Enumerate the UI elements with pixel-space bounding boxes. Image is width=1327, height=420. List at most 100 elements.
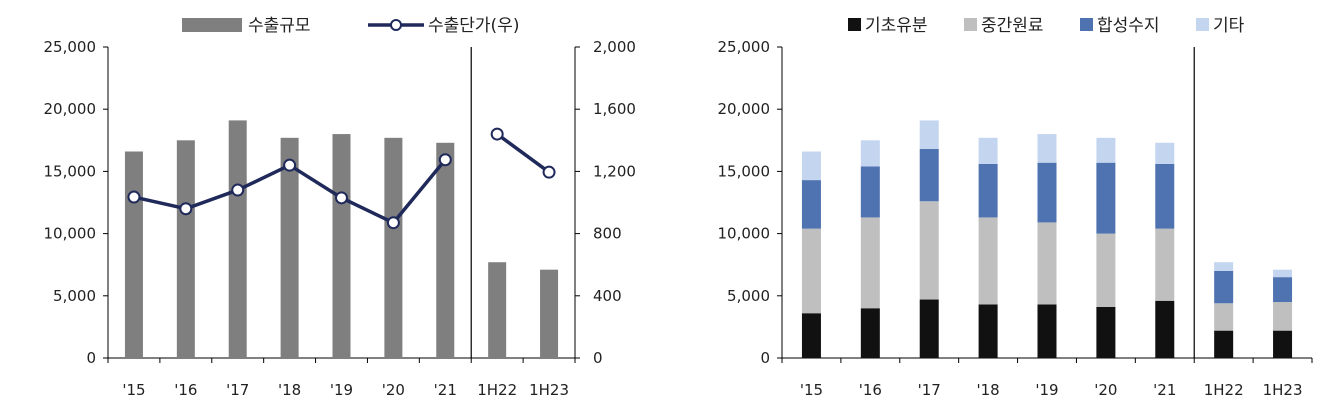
- stacked-bar-segment-1: [978, 217, 998, 305]
- y-tick-label: 0: [760, 349, 770, 367]
- stacked-bar-segment-0: [919, 299, 939, 358]
- x-tick-label: '19: [330, 381, 353, 399]
- stacked-bar-segment-3: [1155, 142, 1175, 164]
- point-export-price: [386, 216, 400, 230]
- stacked-bar-segment-2: [1214, 270, 1234, 304]
- x-tick-label: '20: [382, 381, 405, 399]
- stacked-bar-segment-1: [919, 201, 939, 300]
- stacked-bar-segment-3: [919, 120, 939, 150]
- stacked-bar-segment-1: [1214, 303, 1234, 331]
- x-tick-label: '20: [1094, 381, 1117, 399]
- y-left-tick-label: 25,000: [44, 38, 97, 56]
- y-tick-label: 5,000: [727, 287, 770, 305]
- stacked-bar-segment-0: [1037, 304, 1057, 358]
- legend-label: 기타: [1213, 16, 1245, 36]
- stacked-bar-segment-1: [860, 217, 880, 309]
- stacked-bar-segment-3: [1273, 269, 1293, 278]
- stacked-bar-segment-2: [1155, 163, 1175, 229]
- y-tick-label: 25,000: [718, 38, 771, 56]
- y-left-tick-label: 5,000: [53, 287, 96, 305]
- y-left-tick-label: 10,000: [44, 225, 97, 243]
- x-tick-label: '18: [278, 381, 301, 399]
- x-tick-label: '21: [1153, 381, 1176, 399]
- stacked-bar-segment-1: [801, 228, 821, 314]
- y-left-tick-label: 15,000: [44, 162, 97, 180]
- x-tick-label: 1H23: [1263, 381, 1303, 399]
- bar-export-volume: [540, 269, 559, 358]
- bar-export-volume: [384, 137, 403, 358]
- x-tick-label: '15: [800, 381, 823, 399]
- y-left-tick-label: 20,000: [44, 100, 97, 118]
- legend-label: 기초유분: [865, 16, 928, 36]
- stacked-bar-segment-1: [1155, 228, 1175, 301]
- point-export-price: [231, 183, 245, 197]
- legend-label: 중간원료: [981, 16, 1044, 36]
- point-export-price: [335, 191, 348, 205]
- y-right-tick-label: 0: [593, 349, 603, 367]
- point-export-price: [179, 202, 193, 216]
- bar-export-volume: [436, 142, 455, 358]
- point-export-price: [490, 127, 504, 141]
- stacked-bar-segment-3: [1214, 262, 1234, 271]
- legend-swatch-bar: [182, 18, 242, 32]
- stacked-bar-segment-0: [1273, 330, 1293, 358]
- bar-export-volume: [488, 262, 507, 358]
- x-tick-label: '16: [174, 381, 197, 399]
- x-tick-label: '15: [122, 381, 145, 399]
- legend: 수출규모 수출단가(우): [182, 16, 519, 36]
- y-tick-label: 10,000: [718, 225, 771, 243]
- x-tick-label: 1H23: [529, 381, 569, 399]
- legend-swatch: [1196, 18, 1209, 31]
- legend-swatch: [964, 18, 977, 31]
- y-tick-label: 15,000: [718, 162, 771, 180]
- export-composition-chart: 기초유분 중간원료 합성수지 기타 0 5,000 10,000 15,000 20,000 2…: [718, 16, 1313, 399]
- stacked-bar-segment-2: [860, 166, 880, 218]
- x-tick-label: '19: [1035, 381, 1058, 399]
- x-tick-label: 1H22: [1204, 381, 1244, 399]
- x-tick-label: '21: [434, 381, 457, 399]
- point-export-price: [283, 158, 297, 172]
- point-export-price: [438, 153, 452, 167]
- stacked-bar-segment-3: [1037, 134, 1057, 163]
- stacked-bar-segment-0: [978, 304, 998, 358]
- stacked-bar-segment-2: [801, 180, 821, 229]
- stacked-bar-segment-0: [1155, 300, 1175, 358]
- bar-export-volume: [176, 140, 195, 358]
- stacked-bar-segment-3: [860, 140, 880, 167]
- y-right-tick-label: 2,000: [593, 38, 636, 56]
- stacked-bar-segment-2: [978, 163, 998, 218]
- stacked-bar-segment-0: [1096, 306, 1116, 358]
- export-volume-price-chart: 수출규모 수출단가(우) 0 5,000 10,000 15,000 20,000 25,…: [44, 16, 636, 399]
- x-tick-label: '17: [918, 381, 941, 399]
- x-tick-label: '17: [226, 381, 249, 399]
- stacked-bar-segment-1: [1096, 233, 1116, 307]
- stacked-bar-segment-2: [1037, 162, 1057, 223]
- stacked-bar-segment-1: [1273, 302, 1293, 331]
- stacked-bar-segment-2: [919, 149, 939, 202]
- point-export-price: [127, 190, 141, 204]
- legend-label: 합성수지: [1097, 16, 1160, 36]
- stacked-bar-segment-1: [1037, 222, 1057, 305]
- x-tick-label: '16: [859, 381, 882, 399]
- legend-swatch: [848, 18, 861, 31]
- stacked-bar-segment-0: [1214, 330, 1234, 358]
- legend-swatch: [1080, 18, 1093, 31]
- legend-label-bar: 수출규모: [248, 16, 311, 36]
- legend-swatch-marker: [390, 19, 402, 31]
- legend: 기초유분 중간원료 합성수지 기타: [848, 16, 1245, 36]
- bar-export-volume: [228, 120, 247, 358]
- stacked-bar-segment-0: [801, 313, 821, 358]
- y-right-tick-label: 800: [593, 225, 622, 243]
- x-tick-label: '18: [977, 381, 1000, 399]
- bar-export-volume: [124, 151, 143, 358]
- stacked-bar-segment-2: [1096, 162, 1116, 234]
- bar-export-volume: [280, 137, 299, 358]
- line-export-price: [496, 132, 551, 174]
- y-tick-label: 20,000: [718, 100, 771, 118]
- x-tick-label: 1H22: [477, 381, 517, 399]
- stacked-bar-segment-3: [978, 137, 998, 164]
- y-right-tick-label: 400: [593, 287, 622, 305]
- stacked-bar-segment-0: [860, 308, 880, 358]
